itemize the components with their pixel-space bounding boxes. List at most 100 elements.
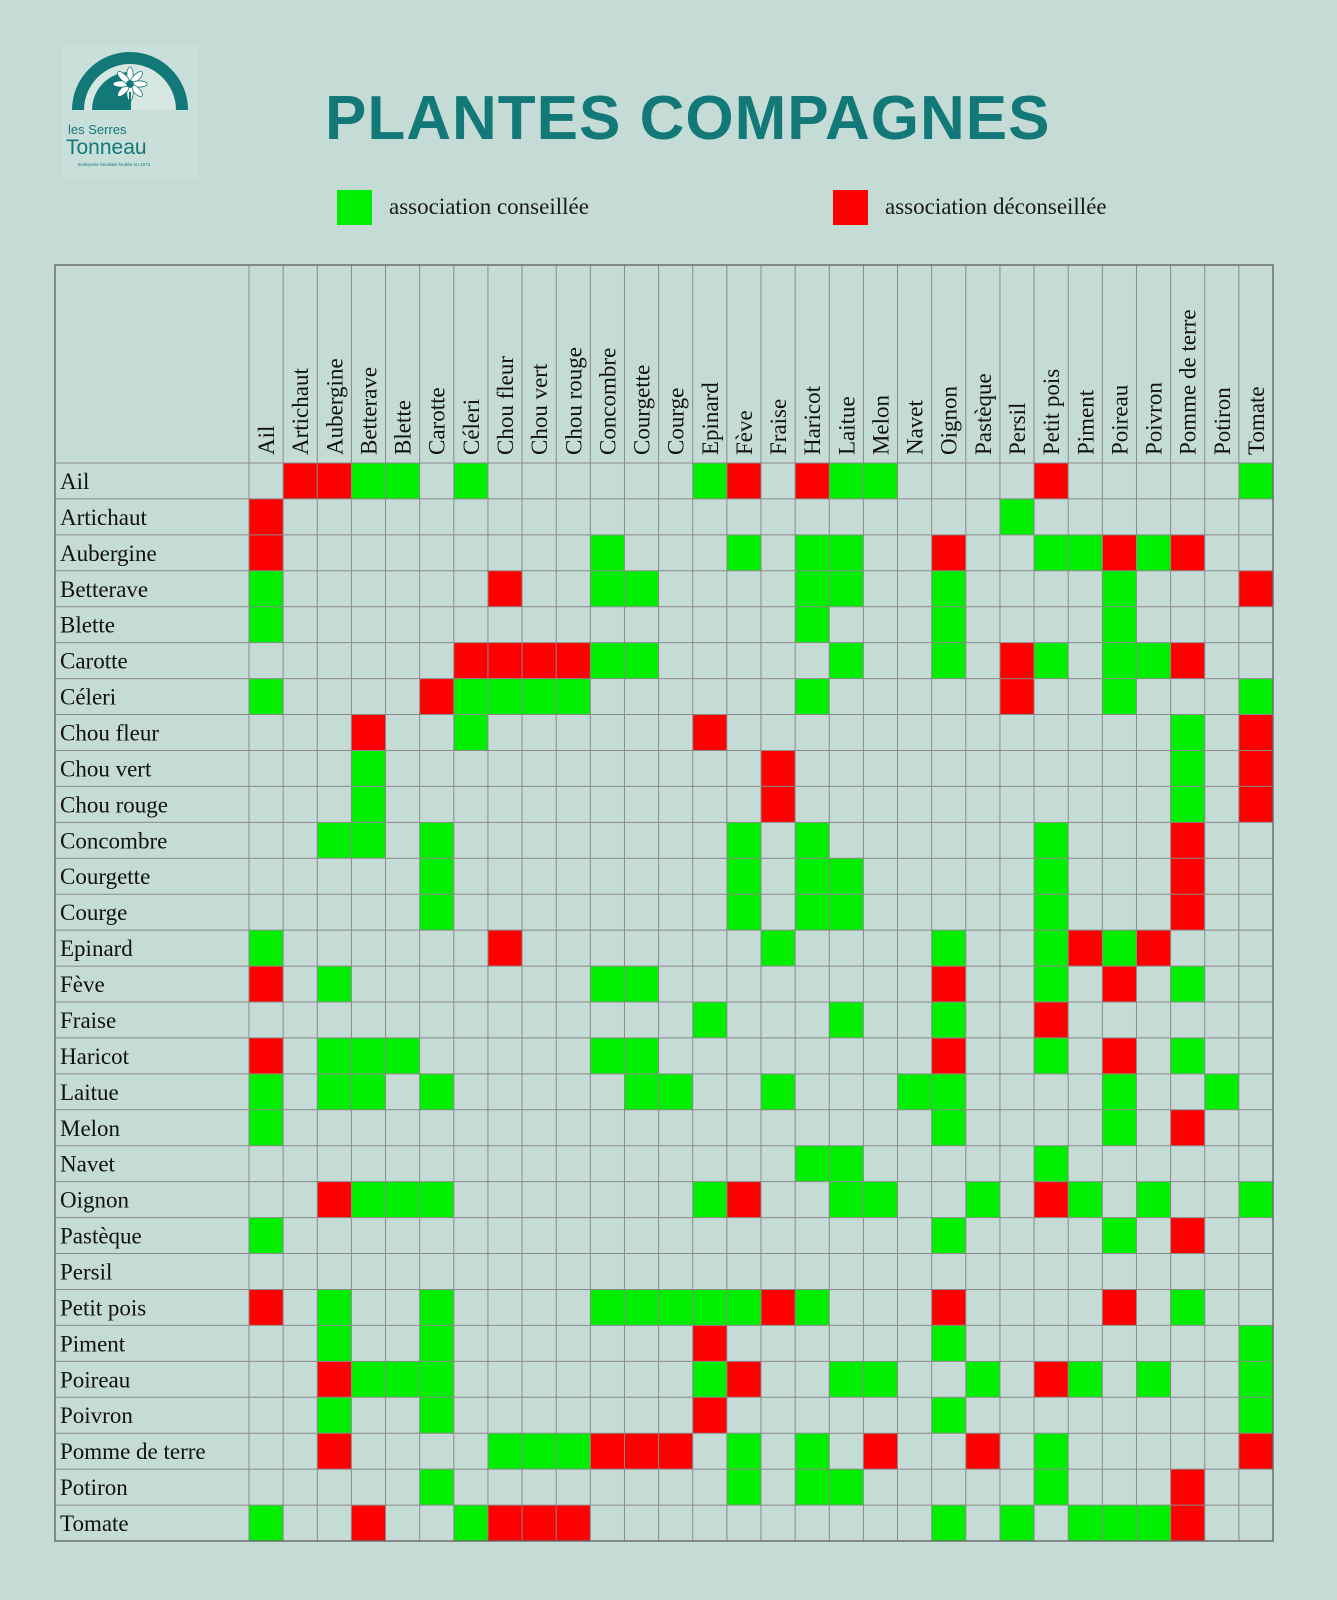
matrix-cell-betterave-ail <box>249 570 284 607</box>
matrix-cell-carotte-chou-fleur <box>487 642 523 679</box>
row-label-melon: Melon <box>60 1116 121 1141</box>
column-label-courgette: Courgette <box>630 365 655 455</box>
matrix-cell-oignon-betterave <box>351 1181 386 1218</box>
row-label-chou-vert: Chou vert <box>60 756 152 781</box>
column-label-blette: Blette <box>391 400 416 455</box>
matrix-cell-pasteque-ail <box>249 1217 284 1254</box>
matrix-cell-tomate-celeri <box>453 1505 488 1541</box>
matrix-cell-concombre-carotte <box>419 822 454 859</box>
column-label-carotte: Carotte <box>425 387 450 455</box>
company-logo: les Serres Tonneau Entreprise familiale … <box>62 44 198 180</box>
matrix-cell-ail-melon <box>863 463 898 499</box>
matrix-cell-pomme-de-terre-haricot <box>795 1433 830 1470</box>
column-label-chou-vert: Chou vert <box>527 363 552 455</box>
matrix-cell-chou-fleur-tomate <box>1238 714 1273 751</box>
matrix-cell-pomme-de-terre-pasteque <box>965 1433 1000 1470</box>
matrix-cell-celeri-chou-fleur <box>487 678 523 715</box>
matrix-cell-concombre-petit-pois <box>1034 822 1069 859</box>
column-label-pomme-de-terre: Pomme de terre <box>1176 309 1201 455</box>
matrix-cell-tomate-pomme-de-terre <box>1170 1505 1205 1541</box>
matrix-cell-tomate-poireau <box>1102 1505 1137 1541</box>
matrix-cell-potiron-laitue <box>829 1469 864 1506</box>
row-label-haricot: Haricot <box>60 1044 130 1069</box>
matrix-cell-chou-vert-betterave <box>351 750 386 787</box>
column-label-petit-pois: Petit pois <box>1039 369 1064 455</box>
matrix-cell-carotte-celeri <box>453 642 488 679</box>
row-label-feve: Fève <box>60 972 105 997</box>
page-title: PLANTES COMPAGNES <box>325 84 1051 153</box>
matrix-cell-poireau-laitue <box>829 1361 864 1398</box>
matrix-cell-petit-pois-ail <box>249 1289 284 1326</box>
matrix-cell-concombre-feve <box>726 822 761 859</box>
matrix-cell-aubergine-laitue <box>829 534 864 571</box>
logo-brand-line1: les Serres <box>68 122 127 137</box>
matrix-cell-blette-poireau <box>1102 606 1137 643</box>
matrix-cell-poireau-melon <box>863 1361 898 1398</box>
matrix-cell-fraise-laitue <box>829 1002 864 1038</box>
matrix-cell-haricot-courgette <box>624 1037 659 1074</box>
column-label-navet: Navet <box>903 399 928 455</box>
matrix-cell-poireau-poivron <box>1136 1361 1171 1398</box>
matrix-cell-celeri-ail <box>249 678 284 715</box>
matrix-cell-melon-poireau <box>1102 1109 1137 1146</box>
matrix-cell-fraise-oignon <box>931 1002 966 1038</box>
legend-bad-swatch <box>833 190 868 225</box>
matrix-cell-haricot-blette <box>385 1037 420 1074</box>
matrix-cell-navet-haricot <box>795 1145 830 1182</box>
matrix-cell-chou-vert-fraise <box>761 750 796 787</box>
logo-brand-line2: Tonneau <box>66 136 147 159</box>
matrix-cell-ail-artichaut <box>283 463 318 499</box>
matrix-cell-laitue-potiron <box>1204 1073 1239 1110</box>
matrix-cell-chou-fleur-epinard <box>692 714 727 751</box>
column-label-chou-fleur: Chou fleur <box>493 356 518 455</box>
matrix-border <box>54 264 1274 1542</box>
matrix-cell-celeri-celeri <box>453 678 488 715</box>
matrix-cell-laitue-fraise <box>761 1073 796 1110</box>
matrix-cell-poireau-aubergine <box>317 1361 352 1398</box>
matrix-cell-tomate-chou-vert <box>522 1505 557 1541</box>
matrix-cell-pomme-de-terre-feve <box>726 1433 761 1470</box>
row-label-pomme-de-terre: Pomme de terre <box>60 1439 206 1464</box>
matrix-cell-oignon-epinard <box>692 1181 727 1218</box>
matrix-cell-celeri-haricot <box>795 678 830 715</box>
matrix-cell-poireau-betterave <box>351 1361 386 1398</box>
matrix-cell-petit-pois-pomme-de-terre <box>1170 1289 1205 1326</box>
matrix-cell-poireau-pasteque <box>965 1361 1000 1398</box>
matrix-cell-oignon-pasteque <box>965 1181 1000 1218</box>
row-label-courgette: Courgette <box>60 864 150 889</box>
matrix-cell-carotte-courgette <box>624 642 659 679</box>
matrix-cell-chou-fleur-celeri <box>453 714 488 751</box>
matrix-cell-chou-fleur-betterave <box>351 714 386 751</box>
row-label-oignon: Oignon <box>60 1188 130 1213</box>
matrix-cell-epinard-poivron <box>1136 930 1171 967</box>
matrix-cell-pomme-de-terre-chou-vert <box>522 1433 557 1470</box>
column-label-tomate: Tomate <box>1244 386 1269 455</box>
row-label-betterave: Betterave <box>60 577 148 602</box>
matrix-cell-poivron-carotte <box>419 1397 454 1434</box>
logo-tagline: Entreprise familiale fondée en 1872 <box>78 162 151 167</box>
matrix-cell-concombre-pomme-de-terre <box>1170 822 1205 859</box>
matrix-cell-tomate-chou-fleur <box>487 1505 523 1541</box>
row-label-pasteque: Pastèque <box>60 1224 142 1249</box>
matrix-cell-pomme-de-terre-petit-pois <box>1034 1433 1069 1470</box>
matrix-cell-haricot-oignon <box>931 1037 966 1074</box>
matrix-cell-pomme-de-terre-concombre <box>590 1433 625 1470</box>
matrix-cell-betterave-chou-fleur <box>487 570 523 607</box>
matrix-cell-ail-blette <box>385 463 420 499</box>
matrix-cell-haricot-pomme-de-terre <box>1170 1037 1205 1074</box>
matrix-cell-celeri-carotte <box>419 678 454 715</box>
matrix-cell-petit-pois-courgette <box>624 1289 659 1326</box>
matrix-cell-feve-pomme-de-terre <box>1170 966 1205 1002</box>
matrix-cell-melon-pomme-de-terre <box>1170 1109 1205 1146</box>
row-label-chou-fleur: Chou fleur <box>60 721 159 746</box>
column-label-chou-rouge: Chou rouge <box>561 347 586 455</box>
matrix-cell-epinard-chou-fleur <box>487 930 523 967</box>
row-label-poivron: Poivron <box>60 1403 133 1428</box>
matrix-cell-oignon-carotte <box>419 1181 454 1218</box>
column-label-pasteque: Pastèque <box>971 373 996 455</box>
matrix-cell-tomate-persil <box>999 1505 1035 1541</box>
column-label-potiron: Potiron <box>1210 387 1235 455</box>
matrix-cell-laitue-courgette <box>624 1073 659 1110</box>
matrix-cell-artichaut-persil <box>999 498 1035 535</box>
matrix-cell-melon-oignon <box>931 1109 966 1146</box>
